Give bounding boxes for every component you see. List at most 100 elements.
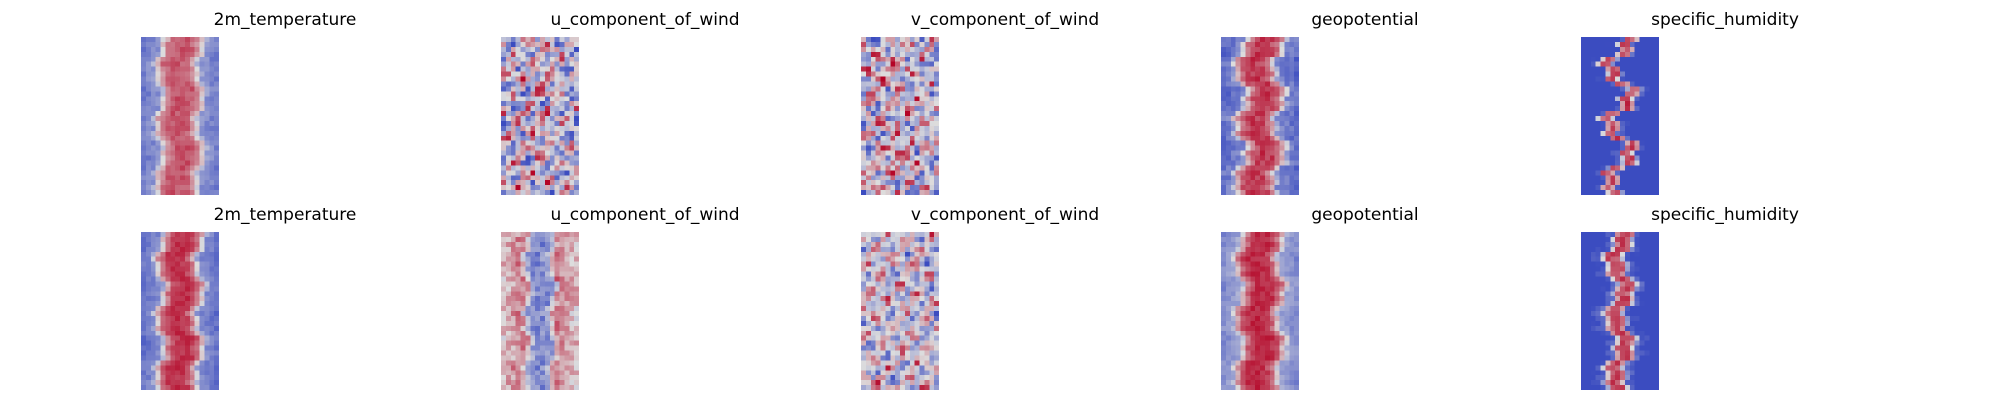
heatmap-cell (1634, 37, 1640, 43)
heatmap-cell (1264, 360, 1271, 366)
heatmap-cell (924, 261, 930, 267)
heatmap-cell (1615, 306, 1621, 312)
heatmap-cell (1639, 165, 1645, 171)
heatmap-cell (569, 71, 575, 77)
heatmap-cell (549, 96, 555, 102)
heatmap-cell (904, 101, 911, 107)
heatmap-cell (199, 91, 205, 97)
heatmap-cell (880, 306, 886, 312)
heatmap-cell (1644, 86, 1650, 92)
heatmap-cell (209, 241, 215, 248)
heatmap-cell (515, 71, 521, 77)
heatmap-cell (569, 51, 575, 58)
heatmap-cell (150, 291, 156, 297)
heatmap-cell (1644, 320, 1650, 327)
heatmap-cell (1639, 101, 1645, 107)
heatmap-cell (145, 325, 152, 332)
heatmap-cell (170, 37, 176, 43)
heatmap-cell (934, 46, 939, 53)
heatmap-cell (919, 120, 925, 127)
heatmap-cell (1260, 380, 1266, 386)
heatmap-cell (861, 41, 867, 48)
heatmap-cell (934, 315, 939, 322)
heatmap-cell (145, 66, 152, 72)
heatmap-cell (204, 130, 210, 137)
heatmap-cell (160, 71, 166, 77)
heatmap-cell (525, 71, 531, 77)
heatmap-cell (160, 125, 166, 132)
heatmap-cell (1615, 320, 1621, 327)
heatmap-cell (505, 330, 512, 336)
heatmap-cell (1255, 301, 1261, 307)
heatmap-cell (530, 256, 536, 262)
heatmap-cell (865, 345, 872, 351)
heatmap-cell (934, 345, 939, 351)
heatmap-cell (150, 120, 156, 127)
heatmap-cell (919, 91, 925, 97)
heatmap-cell (1639, 150, 1645, 156)
heatmap-cell (559, 81, 565, 87)
heatmap-cell (1245, 335, 1251, 341)
heatmap-cell (530, 276, 536, 282)
heatmap-cell (520, 190, 526, 195)
heatmap-cell (1629, 120, 1635, 127)
heatmap-cell (1639, 335, 1645, 341)
heatmap-cell (145, 111, 152, 117)
heatmap-cell (559, 380, 565, 386)
heatmap-cell (145, 190, 152, 195)
heatmap-cell (160, 360, 166, 366)
heatmap-cell (885, 311, 891, 317)
heatmap-cell (505, 51, 512, 58)
heatmap-cell (214, 51, 219, 58)
heatmap-cell (1274, 160, 1280, 166)
heatmap-cell (189, 180, 195, 186)
heatmap-cell (890, 116, 896, 122)
heatmap-cell (540, 116, 546, 122)
heatmap-cell (1654, 190, 1659, 195)
heatmap-cell (520, 160, 526, 166)
heatmap-cell (1590, 81, 1596, 87)
heatmap-cell (895, 71, 901, 77)
heatmap-cell (1654, 106, 1659, 112)
heatmap-cell (189, 315, 195, 322)
heatmap-cell (1274, 140, 1280, 146)
heatmap-cell (1230, 241, 1236, 248)
heatmap-cell (1581, 241, 1587, 248)
heatmap-cell (1585, 91, 1592, 97)
heatmap-cell (564, 276, 570, 282)
heatmap-cell (170, 315, 176, 322)
heatmap-cell (1654, 320, 1659, 327)
heatmap-cell (1235, 175, 1241, 181)
heatmap-cell (1600, 256, 1606, 262)
heatmap-cell (1585, 175, 1592, 181)
heatmap-cell (1221, 160, 1227, 166)
heatmap-cell (929, 86, 935, 92)
heatmap-cell (141, 135, 147, 141)
heatmap-cell (564, 86, 570, 92)
heatmap-cell (549, 266, 555, 272)
heatmap-cell (204, 345, 210, 351)
heatmap-cell (145, 345, 152, 351)
heatmap-cell (209, 175, 215, 181)
heatmap-cell (1294, 170, 1299, 176)
heatmap-cell (1610, 241, 1616, 248)
heatmap-cell (885, 111, 891, 117)
heatmap-cell (1255, 385, 1261, 390)
heatmap-cell (535, 306, 541, 312)
heatmap-cell (1264, 320, 1271, 327)
heatmap-cell (1269, 106, 1275, 112)
heatmap-cell (1639, 106, 1645, 112)
heatmap-cell (510, 261, 516, 267)
heatmap-cell (540, 56, 546, 62)
heatmap-cell (934, 261, 939, 267)
heatmap-cell (885, 236, 891, 243)
heatmap-cell (1585, 125, 1592, 132)
heatmap-cell (1595, 180, 1601, 186)
heatmap-cell (510, 91, 516, 97)
heatmap-cell (1279, 61, 1285, 67)
heatmap-cell (1284, 160, 1290, 166)
heatmap-cell (530, 81, 536, 87)
heatmap-cell (180, 37, 186, 43)
heatmap-cell (1250, 360, 1256, 366)
heatmap-cell (885, 180, 891, 186)
